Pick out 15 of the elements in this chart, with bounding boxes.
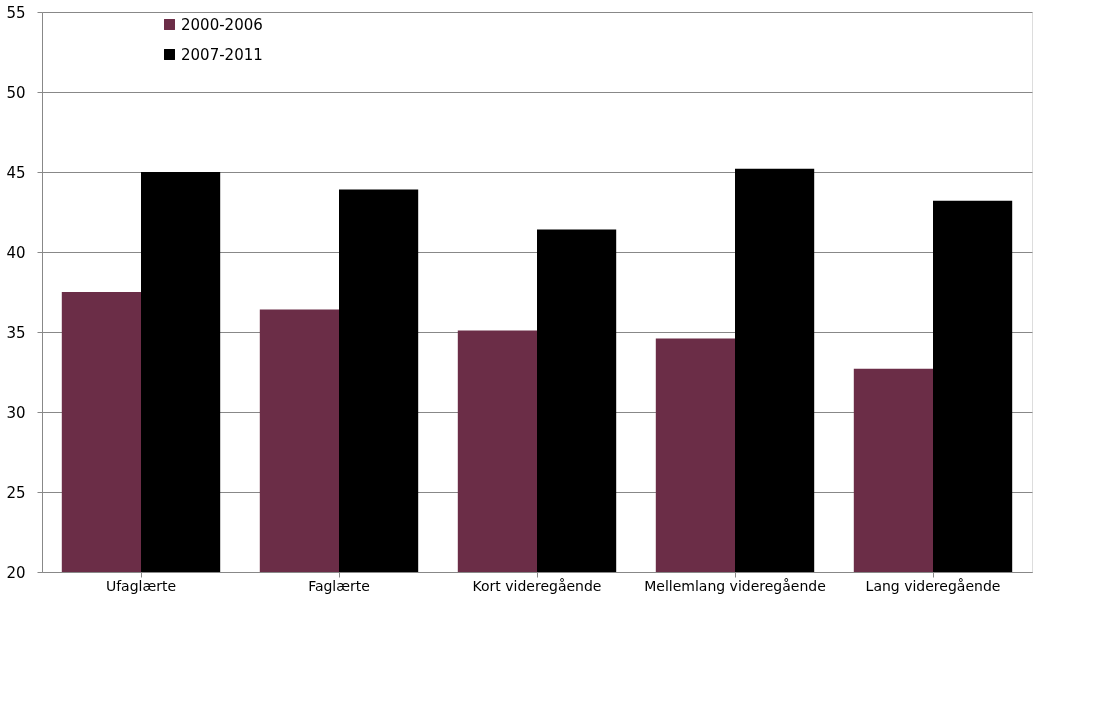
y-tick-label: 30: [6, 403, 26, 422]
x-tick-label: Lang videregående: [865, 577, 1001, 594]
y-tick-label: 40: [6, 243, 26, 262]
y-tick-label: 45: [6, 163, 26, 182]
y-tick-label: 25: [6, 483, 26, 502]
y-tick-label: 35: [6, 323, 26, 342]
x-tick-label: Mellemlang videregående: [644, 577, 826, 594]
legend-label: 2000-2006: [181, 15, 263, 34]
y-tick-label: 55: [6, 3, 26, 22]
x-tick-label: Faglærte: [308, 577, 370, 594]
x-tick-label: Ufaglærte: [105, 577, 177, 594]
y-tick-label: 20: [6, 563, 26, 582]
y-tick-label: 50: [6, 83, 26, 102]
legend-label: 2007-2011: [181, 45, 263, 64]
x-tick-label: Kort videregående: [472, 577, 602, 594]
